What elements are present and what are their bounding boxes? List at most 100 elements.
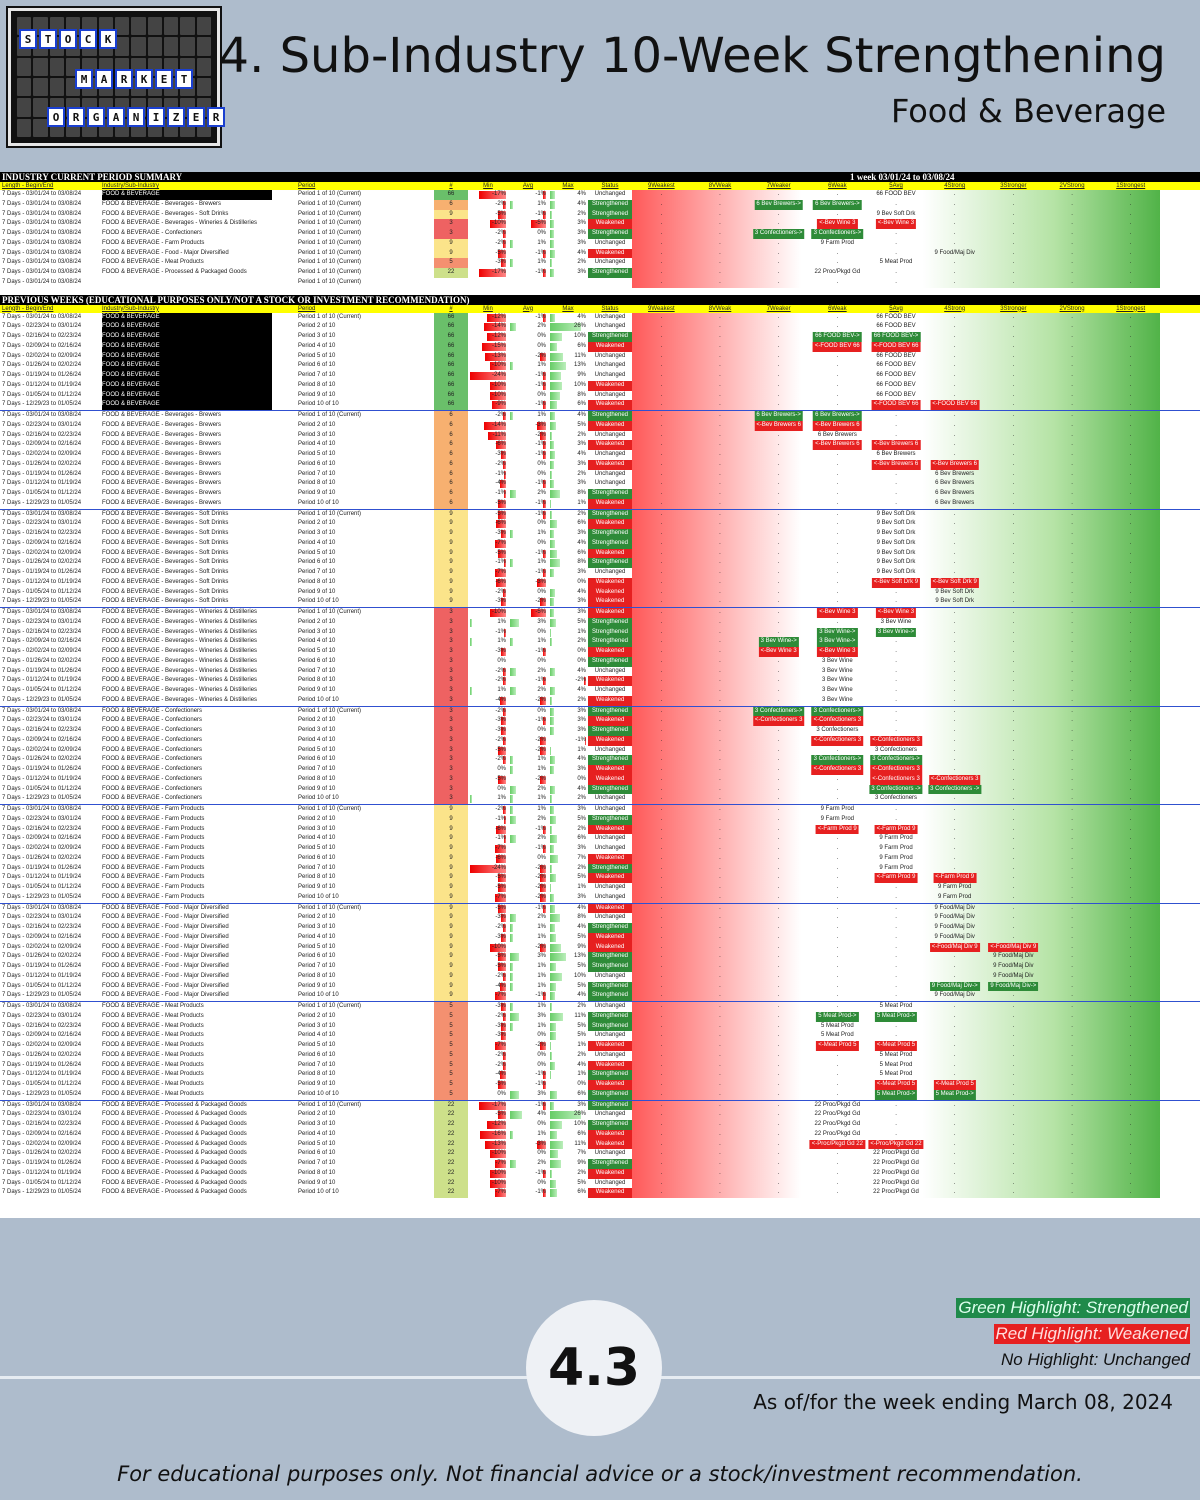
max-return: 13% xyxy=(548,361,588,371)
bucket-cell: . xyxy=(1043,972,1102,982)
bucket-cell: . xyxy=(1101,219,1160,229)
bucket-dot: . xyxy=(836,510,839,517)
strength-buckets: ....6 Bev Brewers.... xyxy=(632,450,1160,460)
sub-industry-name: FOOD & BEVERAGE xyxy=(102,190,272,200)
period-label: Period 3 of 10 xyxy=(298,1121,336,1127)
period-label: Period 6 of 10 xyxy=(298,854,336,861)
bucket-dot: . xyxy=(1071,785,1073,792)
bucket-dot: . xyxy=(719,953,721,960)
table-row: 7 Days - 01/12/24 to 01/19/24 FOOD & BEVE… xyxy=(0,479,1200,489)
bucket-dot: . xyxy=(1012,815,1015,822)
bucket-label: <-Confectioners 3 xyxy=(928,774,981,785)
bucket-dot: . xyxy=(1012,992,1015,999)
bucket-cell: . xyxy=(632,825,691,835)
bucket-cell: . xyxy=(691,746,750,756)
status-cell: Strengthened xyxy=(588,1120,632,1130)
value-text: 3% xyxy=(537,618,546,625)
bucket-dot: . xyxy=(660,825,663,832)
bucket-cell: . xyxy=(808,322,867,332)
period-length: 7 Days - 01/12/24 to 01/19/24 xyxy=(2,578,82,585)
value-text: -5% xyxy=(495,963,506,969)
value-text: -3% xyxy=(495,451,506,457)
table-row: 7 Days - 02/23/24 to 03/01/24 FOOD & BEVE… xyxy=(0,913,1200,923)
min-return: -14% xyxy=(468,322,508,332)
bucket-cell: . xyxy=(808,746,867,756)
status-cell: Weakened xyxy=(588,597,632,607)
bucket-dot: . xyxy=(660,1081,663,1087)
stock-count: 5 xyxy=(434,258,468,268)
max-return: 7% xyxy=(548,1149,588,1159)
negative-bar xyxy=(501,727,506,735)
bucket-dot: . xyxy=(777,401,780,408)
status-cell: Weakened xyxy=(588,1188,632,1198)
period-length: 7 Days - 01/12/24 to 01/19/24 xyxy=(2,1169,82,1176)
stock-count: 9 xyxy=(434,932,468,943)
strength-buckets: ... 22 Proc/Pkgd Gd..... xyxy=(632,1110,1160,1120)
bucket-label: 9 Food/Maj Div xyxy=(934,933,975,940)
negative-bar xyxy=(483,323,506,332)
bucket-dot: . xyxy=(1012,1121,1015,1127)
bucket-dot: . xyxy=(1071,362,1073,369)
bucket-cell: 9 Food/Maj Div xyxy=(925,991,984,1001)
table-row: 7 Days - 01/12/24 to 01/19/24 FOOD & BEVE… xyxy=(0,1168,1200,1179)
bucket-cell: 5 Meat Prod xyxy=(808,1031,867,1041)
bucket-cell: . xyxy=(984,479,1043,489)
bucket-cell: 9 Bev Soft Drk xyxy=(867,210,926,220)
bucket-dot: . xyxy=(1129,239,1132,246)
bucket-dot: . xyxy=(1129,874,1132,881)
value-text: 2% xyxy=(577,210,586,217)
min-return: -2% xyxy=(468,588,508,598)
bucket-cell: . xyxy=(632,597,691,607)
max-return: 3% xyxy=(548,765,588,775)
bucket-dot: . xyxy=(660,381,663,388)
value-text: 0% xyxy=(537,539,546,546)
bucket-cell: . xyxy=(1043,775,1102,785)
bucket-dot: . xyxy=(953,707,956,714)
value-text: 2% xyxy=(577,638,586,645)
status-cell: Unchanged xyxy=(594,795,626,802)
bucket-cell: . xyxy=(749,1130,808,1140)
bucket-cell: . xyxy=(632,991,691,1001)
bucket-dot: . xyxy=(660,835,663,842)
status-cell: Unchanged xyxy=(594,431,626,438)
strength-buckets: .... <-Bev Brewers 6 <-Bev Brewers 6... xyxy=(632,459,1160,470)
bucket-cell: . xyxy=(691,411,750,421)
value-text: -2% xyxy=(495,230,506,236)
bucket-dot: . xyxy=(953,451,956,457)
value-text: -10% xyxy=(491,220,506,227)
bucket-dot: . xyxy=(1129,1140,1132,1147)
max-return: 4% xyxy=(548,1061,588,1071)
bucket-dot: . xyxy=(660,746,663,753)
previous-week-rows: 7 Days - 03/01/24 to 03/08/24 FOOD & BEVE… xyxy=(0,312,1200,1198)
bucket-cell: . xyxy=(632,1070,691,1080)
bucket-dot: . xyxy=(777,460,780,467)
bucket-header: 8VWeak xyxy=(708,183,732,189)
bucket-cell: . xyxy=(1101,923,1160,933)
bucket-dot: . xyxy=(1071,200,1073,207)
bucket-label: <-FOOD BEV 66 xyxy=(930,400,980,410)
bucket-dot: . xyxy=(660,510,663,517)
bucket-cell: 3 Bev Wine-> xyxy=(808,637,867,647)
bucket-dot: . xyxy=(1012,598,1015,605)
positive-bar xyxy=(550,259,553,268)
bucket-cell: . xyxy=(632,1140,691,1150)
bucket-cell: . xyxy=(867,229,926,239)
bucket-cell: . xyxy=(632,923,691,933)
min-return: -3% xyxy=(468,913,508,923)
bucket-cell: . xyxy=(749,991,808,1001)
bucket-dot: . xyxy=(660,1042,663,1048)
positive-bar xyxy=(550,914,560,923)
bucket-dot: . xyxy=(1012,249,1015,256)
positive-bar xyxy=(550,499,552,508)
negative-bar xyxy=(501,1032,506,1041)
bucket-cell: . xyxy=(691,676,750,686)
bucket-dot: . xyxy=(777,628,780,635)
bucket-dot: . xyxy=(953,421,956,428)
positive-bar xyxy=(550,480,554,489)
negative-bar xyxy=(543,1081,546,1089)
bucket-cell: . xyxy=(1043,258,1102,268)
strength-buckets: ....9 Bev Soft Drk.... xyxy=(632,509,1160,520)
value-text: 0% xyxy=(537,1032,546,1039)
bucket-label: 9 Bev Soft Drk xyxy=(876,569,916,575)
table-row: 7 Days - 01/26/24 to 02/02/24 FOOD & BEVE… xyxy=(0,558,1200,568)
